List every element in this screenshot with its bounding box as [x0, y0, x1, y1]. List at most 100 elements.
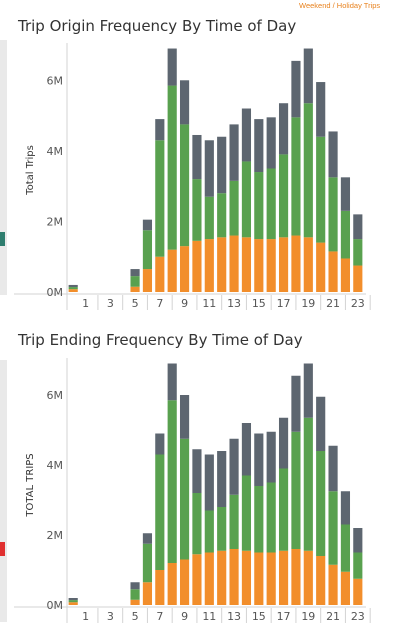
bar-segment-gray [316, 396, 326, 451]
bar-segment-green [278, 468, 289, 551]
bar-segment-green [192, 493, 202, 555]
bar-segment-orange [291, 549, 301, 605]
bar-segment-orange [353, 265, 363, 292]
bar-segment-green [266, 168, 276, 240]
y-tick-label: 6M [47, 74, 64, 87]
bar-segment-green [130, 589, 140, 600]
bar-segment-orange [278, 237, 289, 292]
bar-segment-gray [278, 417, 289, 469]
bar-segment-orange [353, 578, 363, 605]
y-tick-label: 4M [47, 459, 64, 472]
bar-segment-green [68, 600, 78, 603]
bar-segment-green [217, 193, 227, 238]
bar-segment-green [340, 524, 351, 572]
bar-segment-green [303, 417, 313, 551]
bar-segment-orange [167, 249, 177, 292]
bar-segment-green [328, 177, 338, 252]
x-tick-label: 5 [132, 610, 139, 623]
bar-segment-green [316, 451, 326, 556]
bar-segment-green [155, 140, 165, 257]
bar-segment-gray [179, 80, 190, 125]
bar-segment-gray [155, 433, 165, 455]
bar-segment-orange [142, 269, 153, 292]
x-tick-label: 9 [181, 297, 188, 310]
bar-segment-gray [241, 423, 252, 476]
bar-segment-green [316, 136, 326, 243]
bar-segment-orange [130, 599, 140, 605]
x-tick-label: 15 [252, 610, 266, 623]
y-tick-label: 0M [47, 286, 64, 299]
x-tick-label: 3 [107, 297, 114, 310]
x-tick-label: 21 [326, 610, 340, 623]
bar-segment-orange [192, 554, 202, 605]
bar-segment-green [68, 287, 78, 290]
bar-segment-orange [303, 550, 313, 605]
chart-title-ending: Trip Ending Frequency By Time of Day [18, 331, 303, 349]
bar-segment-green [291, 117, 301, 236]
bar-segment-orange [303, 237, 313, 292]
bar-segment-green [254, 172, 264, 240]
x-tick-label: 23 [351, 297, 365, 310]
x-tick-label: 13 [227, 610, 241, 623]
bar-segment-gray [142, 533, 153, 544]
x-tick-label: 21 [326, 297, 340, 310]
side-panel-mark-teal [0, 232, 5, 246]
bar-segment-green [179, 124, 190, 247]
bar-segment-green [291, 431, 301, 549]
bar-segment-gray [68, 598, 78, 601]
x-tick-label: 1 [82, 297, 89, 310]
bar-segment-orange [291, 235, 301, 292]
bar-segment-gray [303, 48, 313, 104]
bar-segment-green [142, 543, 153, 583]
x-tick-label: 5 [132, 297, 139, 310]
bar-segment-orange [328, 251, 338, 292]
x-tick-label: 13 [227, 297, 241, 310]
bar-segment-orange [241, 550, 252, 605]
bar-segment-green [278, 154, 289, 238]
y-tick-label: 2M [47, 215, 64, 228]
bar-segment-orange [217, 237, 227, 292]
bar-segment-green [353, 239, 363, 266]
x-tick-label: 11 [202, 610, 216, 623]
bar-segment-orange [241, 237, 252, 292]
x-tick-label: 11 [202, 297, 216, 310]
bar-segment-gray [353, 214, 363, 240]
bar-segment-green [229, 494, 239, 549]
bar-segment-gray [192, 134, 202, 180]
bar-segment-gray [217, 451, 227, 507]
bar-segment-orange [278, 550, 289, 605]
bar-segment-orange [229, 235, 239, 292]
bar-segment-orange [68, 289, 78, 292]
bar-segment-orange [130, 286, 140, 292]
side-panel-mark-red [0, 542, 5, 556]
bar-segment-green [167, 400, 177, 563]
bar-segment-gray [229, 438, 239, 495]
bar-segment-gray [328, 445, 338, 492]
bar-segment-orange [328, 564, 338, 605]
bar-segment-gray [192, 449, 202, 493]
bar-segment-gray [254, 433, 264, 486]
bar-segment-gray [340, 491, 351, 525]
bar-segment-gray [291, 375, 301, 432]
x-tick-label: 17 [277, 297, 291, 310]
bar-segment-green [340, 210, 351, 259]
bar-segment-green [167, 85, 177, 250]
bar-segment-gray [266, 431, 276, 483]
bar-segment-gray [217, 136, 227, 194]
chart-title-origin: Trip Origin Frequency By Time of Day [18, 17, 297, 35]
y-tick-label: 6M [47, 389, 64, 402]
bar-segment-gray [303, 363, 313, 418]
bar-segment-green [266, 482, 276, 553]
bar-segment-gray [241, 108, 252, 162]
x-tick-label: 7 [156, 610, 163, 623]
bar-segment-gray [316, 82, 326, 137]
bar-segment-orange [340, 571, 351, 605]
bar-segment-gray [229, 124, 239, 181]
bar-segment-orange [316, 556, 326, 605]
bar-segment-orange [229, 549, 239, 605]
bar-segment-gray [130, 582, 140, 590]
bar-segment-green [155, 454, 165, 570]
bar-segment-gray [328, 131, 338, 178]
x-tick-label: 19 [301, 297, 315, 310]
